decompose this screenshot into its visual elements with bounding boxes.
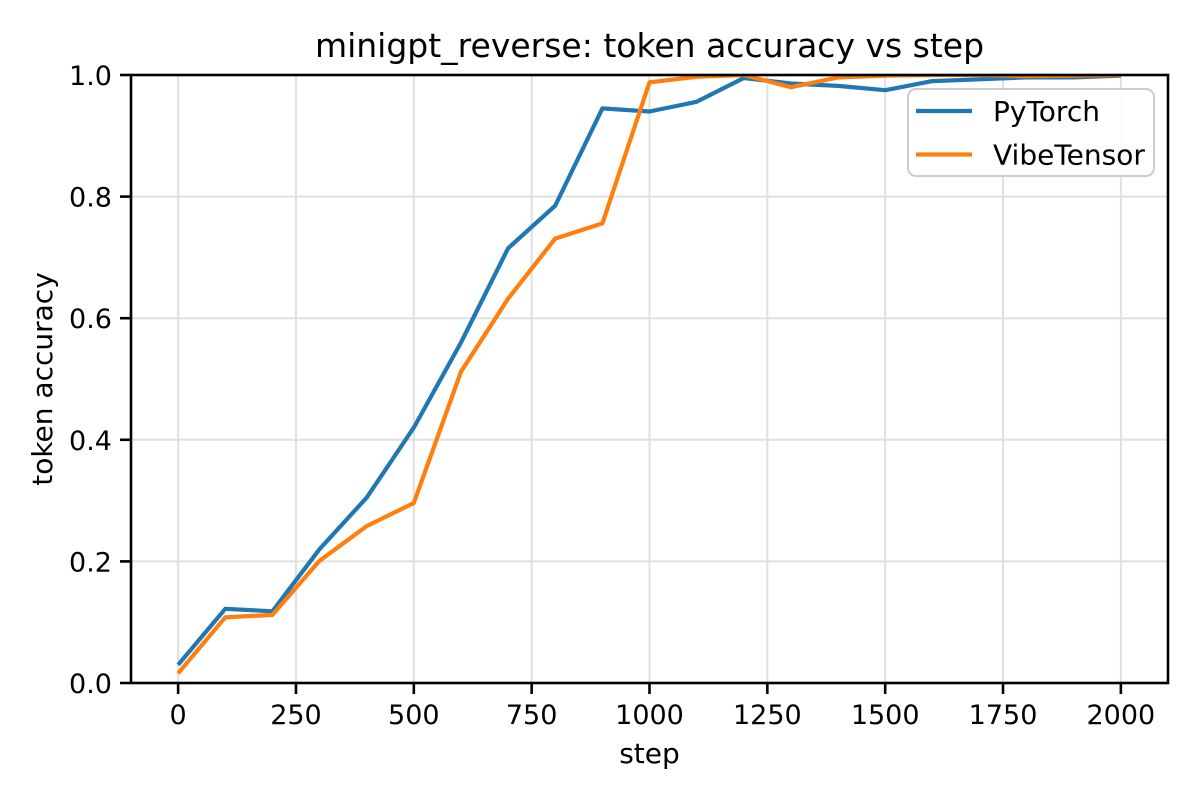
x-axis-label: step [619, 737, 680, 770]
y-axis-label: token accuracy [26, 272, 59, 486]
chart-title: minigpt_reverse: token accuracy vs step [315, 26, 984, 65]
series-line-vibetensor [176, 75, 1121, 675]
x-tick-label: 0 [170, 700, 187, 731]
x-tick-label: 500 [388, 700, 440, 731]
y-tick-label: 1.0 [69, 61, 112, 92]
y-tick-label: 0.6 [69, 304, 112, 335]
tick-layer: 0 250 500 750 1000 1250 1500 1750 2000 0.0 0.2 0.4 0… [69, 61, 1155, 731]
series-layer [176, 75, 1121, 675]
x-tick-label: 750 [506, 700, 558, 731]
y-tick-label: 0.8 [69, 183, 112, 214]
legend-entry-vibetensor: VibeTensor [916, 139, 1145, 172]
legend: PyTorch VibeTensor [907, 88, 1155, 177]
legend-entry-pytorch: PyTorch [916, 95, 1100, 128]
x-tick-label: 1750 [969, 700, 1038, 731]
y-tick-label: 0.0 [69, 669, 112, 700]
series-line-pytorch [176, 75, 1121, 667]
legend-label: VibeTensor [993, 139, 1145, 172]
y-tick-label: 0.4 [69, 426, 112, 457]
x-tick-label: 1250 [733, 700, 802, 731]
x-tick-label: 1000 [615, 700, 684, 731]
y-tick-label: 0.2 [69, 547, 112, 578]
legend-label: PyTorch [993, 95, 1100, 128]
x-tick-label: 1500 [851, 700, 920, 731]
x-tick-label: 250 [270, 700, 322, 731]
x-tick-label: 2000 [1087, 700, 1156, 731]
